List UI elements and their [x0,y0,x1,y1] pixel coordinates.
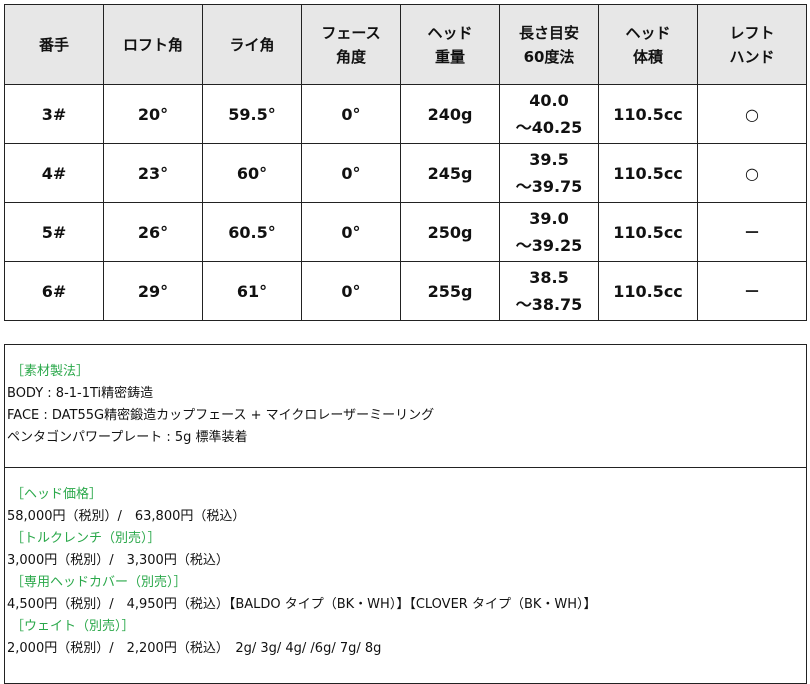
cell-lie: 60.5° [202,202,302,262]
length-line: 39.5 [529,150,569,169]
cell-length: 39.5 ～39.75 [499,143,599,203]
cell-face: 0° [301,261,401,321]
cell-club: 5# [4,202,104,262]
column-header: フェース 角度 [301,4,401,85]
weight-price: 2,000円（税別）/ 2,200円（税込） 2g/ 3g/ 4g/ /6g/ … [7,641,382,656]
column-header-label: ヘッド [427,23,473,42]
materials-section: ［素材製法］ BODY : 8-1-1Ti精密鋳造 FACE : DAT55G精… [4,344,807,468]
length-line: ～39.75 [515,177,583,196]
cell-club: 3# [4,84,104,144]
materials-body: BODY : 8-1-1Ti精密鋳造 [7,386,154,401]
table-row: 5# 26° 60.5° 0° 250g 39.0 ～39.25 110.5cc － [4,202,807,262]
materials-plate: ペンタゴンパワープレート : 5g 標準装着 [7,430,248,445]
cell-club: 6# [4,261,104,321]
cell-face: 0° [301,84,401,144]
column-header-label: 番手 [38,35,69,54]
cell-volume: 110.5cc [598,261,698,321]
column-header-label: ハンド [729,47,775,66]
length-line: ～39.25 [515,236,583,255]
column-header-label: ロフト角 [122,35,183,54]
length-line: 39.0 [529,209,569,228]
column-header: ロフト角 [103,4,203,85]
table-header-row: 番手 ロフト角 ライ角 フェース 角度 ヘッド 重量 長さ目安 60度法 ヘッド 体積 レフト ハンド [4,4,807,85]
column-header-label: ヘッド [625,23,671,42]
column-header-label: 重量 [434,47,465,66]
headcover-price: 4,500円（税別）/ 4,950円（税込）【BALDO タイプ（BK・WH）】… [7,597,597,612]
cell-volume: 110.5cc [598,202,698,262]
column-header-label: 長さ目安 [518,23,579,42]
column-header-label: ライ角 [229,35,275,54]
materials-heading: ［素材製法］ [11,364,90,379]
length-line: 40.0 [529,91,569,110]
table-row: 4# 23° 60° 0° 245g 39.5 ～39.75 110.5cc ○ [4,143,807,203]
column-header: レフト ハンド [697,4,807,85]
column-header-label: レフト [729,23,775,42]
cell-face: 0° [301,143,401,203]
cell-volume: 110.5cc [598,84,698,144]
cell-weight: 250g [400,202,500,262]
torque-wrench-price: 3,000円（税別）/ 3,300円（税込） [7,553,229,568]
table-row: 3# 20° 59.5° 0° 240g 40.0 ～40.25 110.5cc ○ [4,84,807,144]
torque-wrench-heading: ［トルクレンチ（別売）］ [11,531,161,546]
weight-heading: ［ウェイト（別売）］ [11,619,135,634]
column-header: 長さ目安 60度法 [499,4,599,85]
cell-left: － [697,261,807,321]
column-header-label: 60度法 [523,47,575,66]
cell-lie: 61° [202,261,302,321]
cell-length: 38.5 ～38.75 [499,261,599,321]
cell-left: ○ [697,143,807,203]
prices-section: ［ヘッド価格］ 58,000円（税別）/ 63,800円（税込） ［トルクレンチ… [4,467,807,684]
headcover-heading: ［専用ヘッドカバー（別売）］ [11,575,187,590]
cell-loft: 26° [103,202,203,262]
column-header-label: フェース [321,23,381,42]
column-header: ライ角 [202,4,302,85]
column-header-label: 体積 [632,47,663,66]
cell-loft: 23° [103,143,203,203]
cell-left: ○ [697,84,807,144]
head-price: 58,000円（税別）/ 63,800円（税込） [7,509,246,524]
column-header: ヘッド 体積 [598,4,698,85]
length-line: ～38.75 [515,295,583,314]
cell-club: 4# [4,143,104,203]
cell-left: － [697,202,807,262]
materials-face: FACE : DAT55G精密鍛造カップフェース + マイクロレーザーミーリング [7,408,435,423]
cell-lie: 60° [202,143,302,203]
cell-lie: 59.5° [202,84,302,144]
cell-loft: 29° [103,261,203,321]
cell-length: 39.0 ～39.25 [499,202,599,262]
cell-length: 40.0 ～40.25 [499,84,599,144]
cell-weight: 255g [400,261,500,321]
length-line: 38.5 [529,268,569,287]
cell-weight: 245g [400,143,500,203]
column-header: ヘッド 重量 [400,4,500,85]
cell-loft: 20° [103,84,203,144]
column-header: 番手 [4,4,104,85]
cell-face: 0° [301,202,401,262]
column-header-label: 角度 [335,47,366,66]
spec-table: 番手 ロフト角 ライ角 フェース 角度 ヘッド 重量 長さ目安 60度法 ヘッド 体積 レフト ハンド … [4,4,807,321]
table-row: 6# 29° 61° 0° 255g 38.5 ～38.75 110.5cc － [4,261,807,321]
length-line: ～40.25 [515,118,583,137]
head-price-heading: ［ヘッド価格］ [11,487,103,502]
cell-volume: 110.5cc [598,143,698,203]
cell-weight: 240g [400,84,500,144]
